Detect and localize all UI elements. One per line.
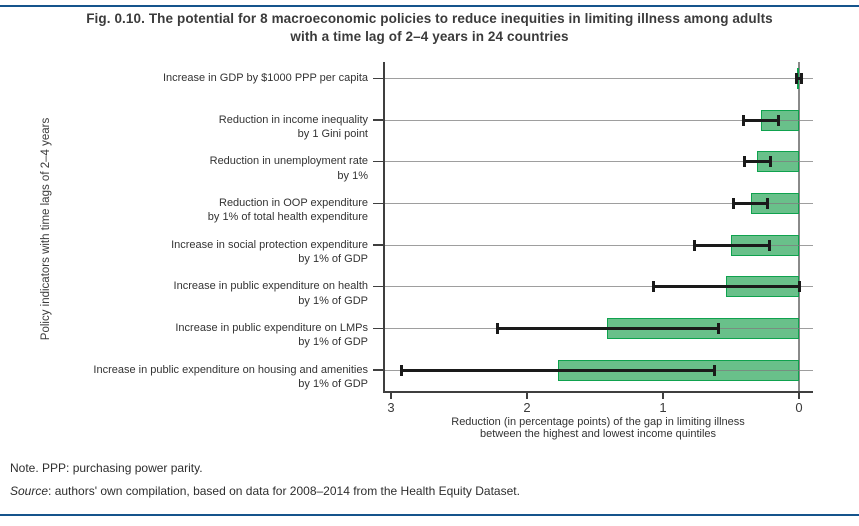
ci-cap-right [713, 364, 717, 376]
bottom-rule [0, 514, 859, 516]
x-tick-label: 0 [795, 400, 803, 415]
category-label-line1: Increase in public expenditure on housin… [93, 363, 368, 376]
source-rest: : authors' own compilation, based on dat… [48, 484, 520, 498]
category-label-line1: Increase in public expenditure on LMPs [175, 321, 368, 334]
gridline [383, 161, 813, 163]
ci-cap-left [743, 156, 747, 168]
category-label: Increase in GDP by $1000 PPP per capita [163, 71, 368, 86]
zero-reference-line [798, 62, 800, 392]
x-tick [390, 392, 392, 399]
category-tick [373, 244, 383, 246]
category-tick [373, 202, 383, 205]
ci-line [733, 201, 768, 205]
ci-line [743, 118, 779, 122]
gridline [383, 202, 813, 204]
gridline [383, 119, 813, 121]
ci-cap-left [400, 364, 404, 376]
note-text: Note. PPP: purchasing power parity. [10, 461, 203, 475]
ci-line [694, 243, 770, 247]
category-label: Increase in social protection expenditur… [171, 238, 368, 267]
ci-line [401, 368, 715, 372]
ci-cap-right [766, 197, 770, 209]
category-label-line1: Reduction in unemployment rate [209, 155, 368, 168]
x-tick-label: 3 [387, 400, 395, 415]
category-label-line2: by 1% [337, 169, 368, 182]
category-label-line2: by 1% of GDP [298, 253, 368, 266]
ci-cap-left [651, 281, 655, 293]
category-label-line1: Reduction in OOP expenditure [219, 196, 368, 209]
ci-cap-left [794, 72, 798, 84]
category-label: Increase in public expenditure on health… [174, 279, 368, 308]
category-label-line2: by 1% of GDP [298, 294, 368, 307]
category-label-line2: by 1% of total health expenditure [207, 211, 368, 224]
source-label: Source [10, 484, 49, 498]
category-label: Increase in public expenditure on LMPs by… [175, 321, 368, 350]
category-label-line2: by 1% of GDP [298, 378, 368, 391]
top-rule [0, 5, 859, 7]
ci-cap-right [767, 239, 771, 251]
category-label-line2: by 1% of GDP [298, 336, 368, 349]
ci-cap-left [495, 322, 499, 334]
category-label-line1: Reduction in income inequality [218, 113, 368, 126]
gridline [383, 286, 813, 288]
gridline [383, 77, 813, 79]
category-label: Reduction in OOP expenditure by 1% of tot… [208, 196, 368, 225]
x-tick [662, 392, 664, 399]
x-tick [798, 392, 800, 399]
category-tick [373, 161, 383, 163]
x-axis-label: Reduction (in percentage points) of the … [383, 416, 813, 440]
ci-cap-right [768, 156, 772, 168]
x-axis-line [383, 391, 813, 393]
figure-title-line1: Fig. 0.10. The potential for 8 macroecon… [86, 11, 773, 26]
x-axis-label-line2: between the highest and lowest income qu… [479, 428, 717, 440]
category-labels: Increase in GDP by $1000 PPP per capita R… [0, 62, 368, 392]
figure-title-line2: with a time lag of 2–4 years in 24 count… [290, 29, 569, 44]
gridline [383, 244, 813, 246]
ci-cap-left [732, 197, 736, 209]
category-label-line2: by 1 Gini point [297, 128, 368, 141]
source-text: Source: authors' own compilation, based … [10, 484, 520, 498]
ci-line [497, 326, 719, 330]
category-label: Reduction in income inequality by 1 Gini … [219, 113, 368, 142]
category-label-line1: Increase in public expenditure on health [173, 280, 368, 293]
x-tick [526, 392, 528, 399]
ci-cap-left [692, 239, 696, 251]
category-tick [373, 327, 383, 330]
category-tick [373, 286, 383, 288]
ci-cap-right [717, 322, 721, 334]
category-label: Increase in public expenditure on housin… [93, 363, 368, 392]
x-tick-label: 2 [523, 400, 531, 415]
ci-cap-right [797, 281, 801, 293]
x-tick-label: 1 [659, 400, 667, 415]
category-label-line1: Increase in social protection expenditur… [171, 238, 368, 251]
category-tick [373, 119, 383, 121]
ci-cap-right [777, 114, 781, 126]
category-label-line1: Increase in GDP by $1000 PPP per capita [162, 71, 368, 84]
ci-cap-left [741, 114, 745, 126]
y-axis-line [383, 62, 385, 392]
category-tick [373, 369, 383, 371]
ci-cap-right [800, 72, 804, 84]
x-axis-label-line1: Reduction (in percentage points) of the … [451, 416, 745, 428]
category-label: Reduction in unemployment rate by 1% [210, 154, 368, 183]
plot-area: 3 2 1 0 [373, 62, 813, 415]
figure-title: Fig. 0.10. The potential for 8 macroecon… [0, 10, 859, 46]
ci-line [653, 285, 799, 289]
category-tick [373, 77, 383, 80]
ci-line [796, 76, 802, 80]
ci-line [744, 160, 771, 164]
